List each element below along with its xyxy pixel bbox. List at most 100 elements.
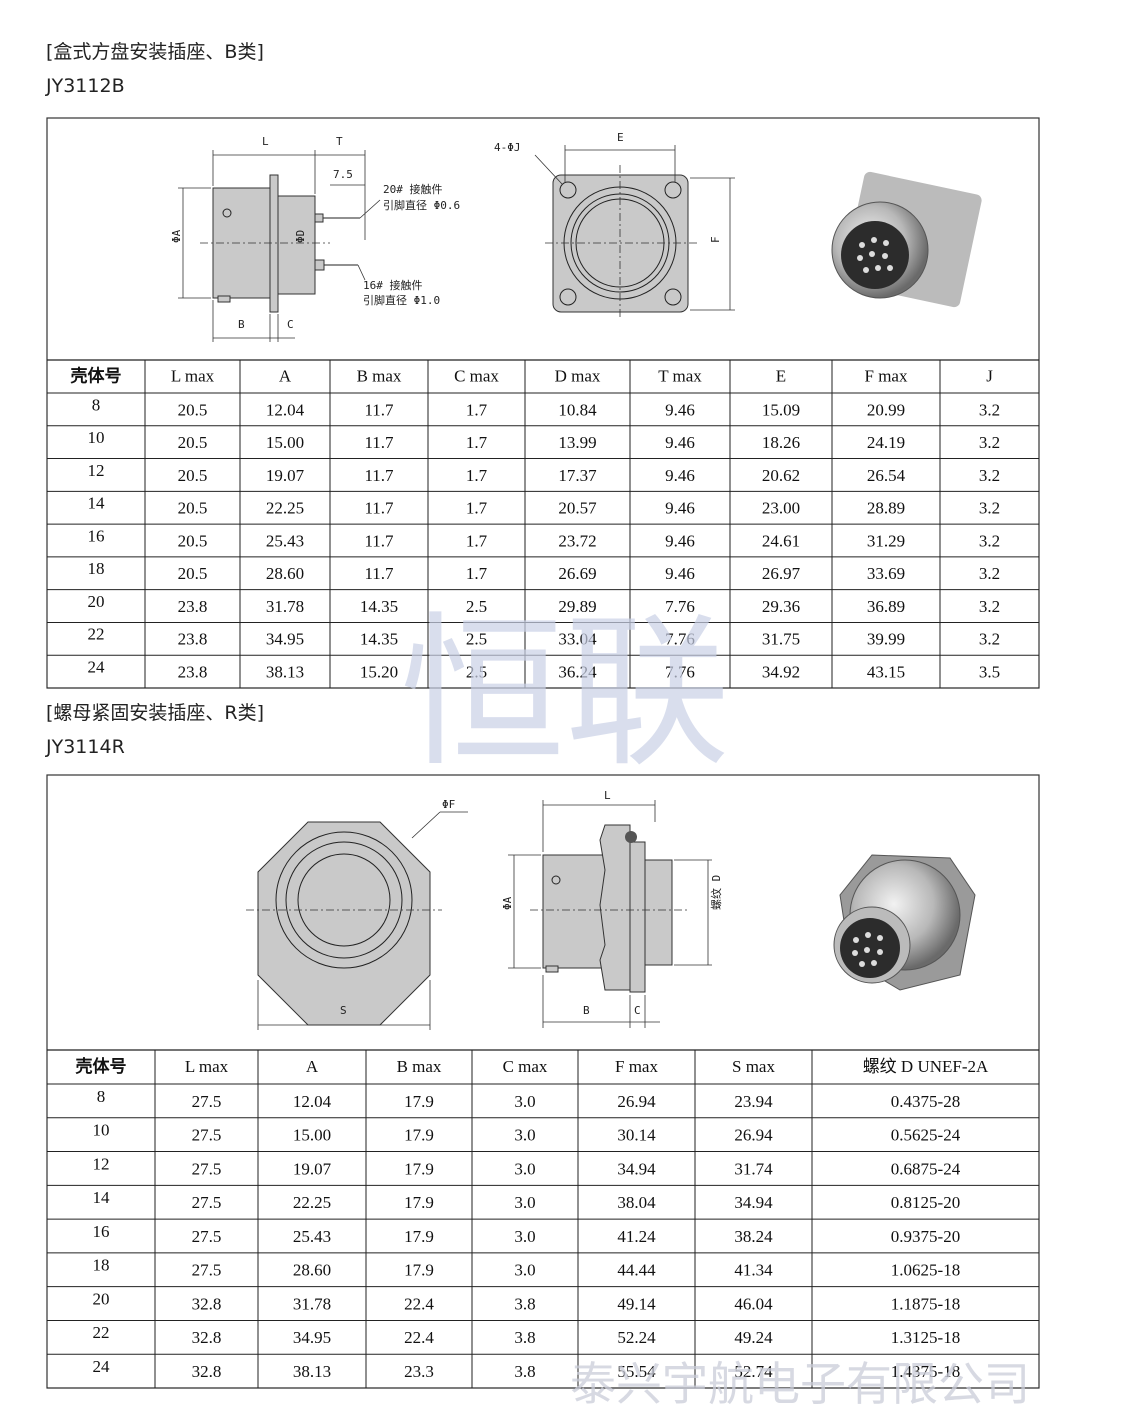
- table-cell: 38.13: [266, 663, 304, 682]
- table-cell: 18: [93, 1256, 110, 1275]
- table-cell: 3.0: [514, 1159, 535, 1178]
- table-cell: 52.24: [617, 1328, 656, 1347]
- table-cell: 39.99: [867, 630, 905, 649]
- table-cell: 16: [93, 1222, 110, 1241]
- table-cell: 20.5: [178, 400, 208, 419]
- table-cell: 32.8: [192, 1294, 222, 1313]
- table-cell: 46.04: [734, 1294, 773, 1313]
- dim-label: 引脚直径 Φ0.6: [383, 198, 460, 212]
- table-cell: 2.5: [466, 597, 487, 616]
- table-cell: 38.13: [293, 1362, 331, 1381]
- table-cell: 1.7: [466, 499, 488, 518]
- dim-label: 引脚直径 Φ1.0: [363, 293, 440, 307]
- table-cell: 3.0: [514, 1193, 535, 1212]
- table-header: 壳体号: [70, 365, 122, 385]
- table-cell: 3.0: [514, 1092, 535, 1111]
- table-cell: 1.1875-18: [891, 1294, 960, 1313]
- table-cell: 19.07: [293, 1159, 332, 1178]
- table-cell: 22.4: [404, 1294, 434, 1313]
- table-cell: 1.4375-18: [891, 1362, 960, 1381]
- dim-label: ΦD: [294, 230, 307, 243]
- table-header: L max: [185, 1057, 229, 1076]
- table-cell: 23.8: [178, 663, 208, 682]
- table-cell: 34.95: [266, 630, 304, 649]
- table-cell: 2.5: [466, 663, 487, 682]
- dim-label: L: [604, 789, 611, 802]
- table-cell: 1.7: [466, 531, 488, 550]
- table-cell: 16: [88, 526, 105, 545]
- dim-label: T: [336, 135, 343, 148]
- table-cell: 49.24: [734, 1328, 773, 1347]
- dim-label: F: [709, 236, 722, 243]
- table-cell: 0.6875-24: [891, 1159, 961, 1178]
- table-cell: 26.94: [734, 1126, 773, 1145]
- section-title: [盒式方盘安装插座、B类]: [46, 41, 264, 63]
- table-cell: 20.99: [867, 400, 905, 419]
- diagram: [178, 145, 982, 342]
- table-cell: 38.24: [734, 1227, 773, 1246]
- table-cell: 23.94: [734, 1092, 773, 1111]
- table-cell: 7.76: [665, 630, 695, 649]
- table-cell: 12: [93, 1154, 110, 1173]
- model: JY3112B: [45, 75, 125, 97]
- table-cell: 36.89: [867, 597, 905, 616]
- table-cell: 23.8: [178, 630, 208, 649]
- table-cell: 19.07: [266, 466, 305, 485]
- table-header: A: [306, 1057, 319, 1076]
- table-cell: 36.24: [558, 663, 597, 682]
- table-cell: 29.89: [558, 597, 596, 616]
- table-cell: 1.7: [466, 466, 488, 485]
- dim-label: C: [634, 1004, 641, 1017]
- table-cell: 28.89: [867, 499, 905, 518]
- table-header: B max: [397, 1057, 442, 1076]
- table-cell: 31.75: [762, 630, 800, 649]
- table-cell: 28.60: [266, 564, 304, 583]
- table-header: A: [279, 366, 292, 385]
- table-cell: 11.7: [364, 564, 394, 583]
- table-cell: 7.76: [665, 663, 695, 682]
- table-cell: 1.7: [466, 400, 488, 419]
- table-cell: 43.15: [867, 663, 905, 682]
- table-cell: 17.9: [404, 1126, 434, 1145]
- table-header: 螺纹 D UNEF-2A: [863, 1057, 989, 1076]
- table-cell: 11.7: [364, 400, 394, 419]
- table-cell: 28.60: [293, 1261, 331, 1280]
- table-header: C max: [503, 1057, 548, 1076]
- dim-label: C: [287, 318, 294, 331]
- table-cell: 20.5: [178, 531, 208, 550]
- table-cell: 17.9: [404, 1261, 434, 1280]
- table-header: B max: [357, 366, 402, 385]
- dim-label: B: [583, 1004, 590, 1017]
- table-cell: 34.94: [734, 1193, 773, 1212]
- dim-label: E: [617, 131, 624, 144]
- section-title: [螺母紧固安装插座、R类]: [46, 702, 264, 724]
- table-cell: 10: [93, 1121, 110, 1140]
- diagram: [246, 800, 976, 1030]
- table-cell: 3.2: [979, 564, 1000, 583]
- table-cell: 11.7: [364, 499, 394, 518]
- table-cell: 3.8: [514, 1328, 535, 1347]
- table-cell: 31.29: [867, 531, 905, 550]
- table-cell: 17.9: [404, 1159, 434, 1178]
- table-cell: 12.04: [293, 1092, 332, 1111]
- table-cell: 20: [93, 1289, 110, 1308]
- table-cell: 3.2: [979, 499, 1000, 518]
- table-cell: 3.0: [514, 1227, 535, 1246]
- table-cell: 20.5: [178, 564, 208, 583]
- table-header: J: [986, 366, 993, 385]
- table-cell: 31.78: [266, 597, 304, 616]
- table-cell: 9.46: [665, 466, 695, 485]
- table-cell: 29.36: [762, 597, 800, 616]
- table-cell: 22.4: [404, 1328, 434, 1347]
- table-cell: 3.2: [979, 531, 1000, 550]
- table-cell: 0.8125-20: [891, 1193, 960, 1212]
- table-cell: 9.46: [665, 531, 695, 550]
- diagram-labels: L T 7.5 20# 接触件 引脚直径 Φ0.6 ΦA ΦD 16# 接触件 …: [170, 131, 722, 331]
- table-cell: 34.92: [762, 663, 800, 682]
- table-cell: 25.43: [293, 1227, 331, 1246]
- table-cell: 0.9375-20: [891, 1227, 960, 1246]
- table-header: S max: [732, 1057, 775, 1076]
- dim-label: 16# 接触件: [363, 278, 423, 292]
- table-cell: 15.00: [266, 433, 304, 452]
